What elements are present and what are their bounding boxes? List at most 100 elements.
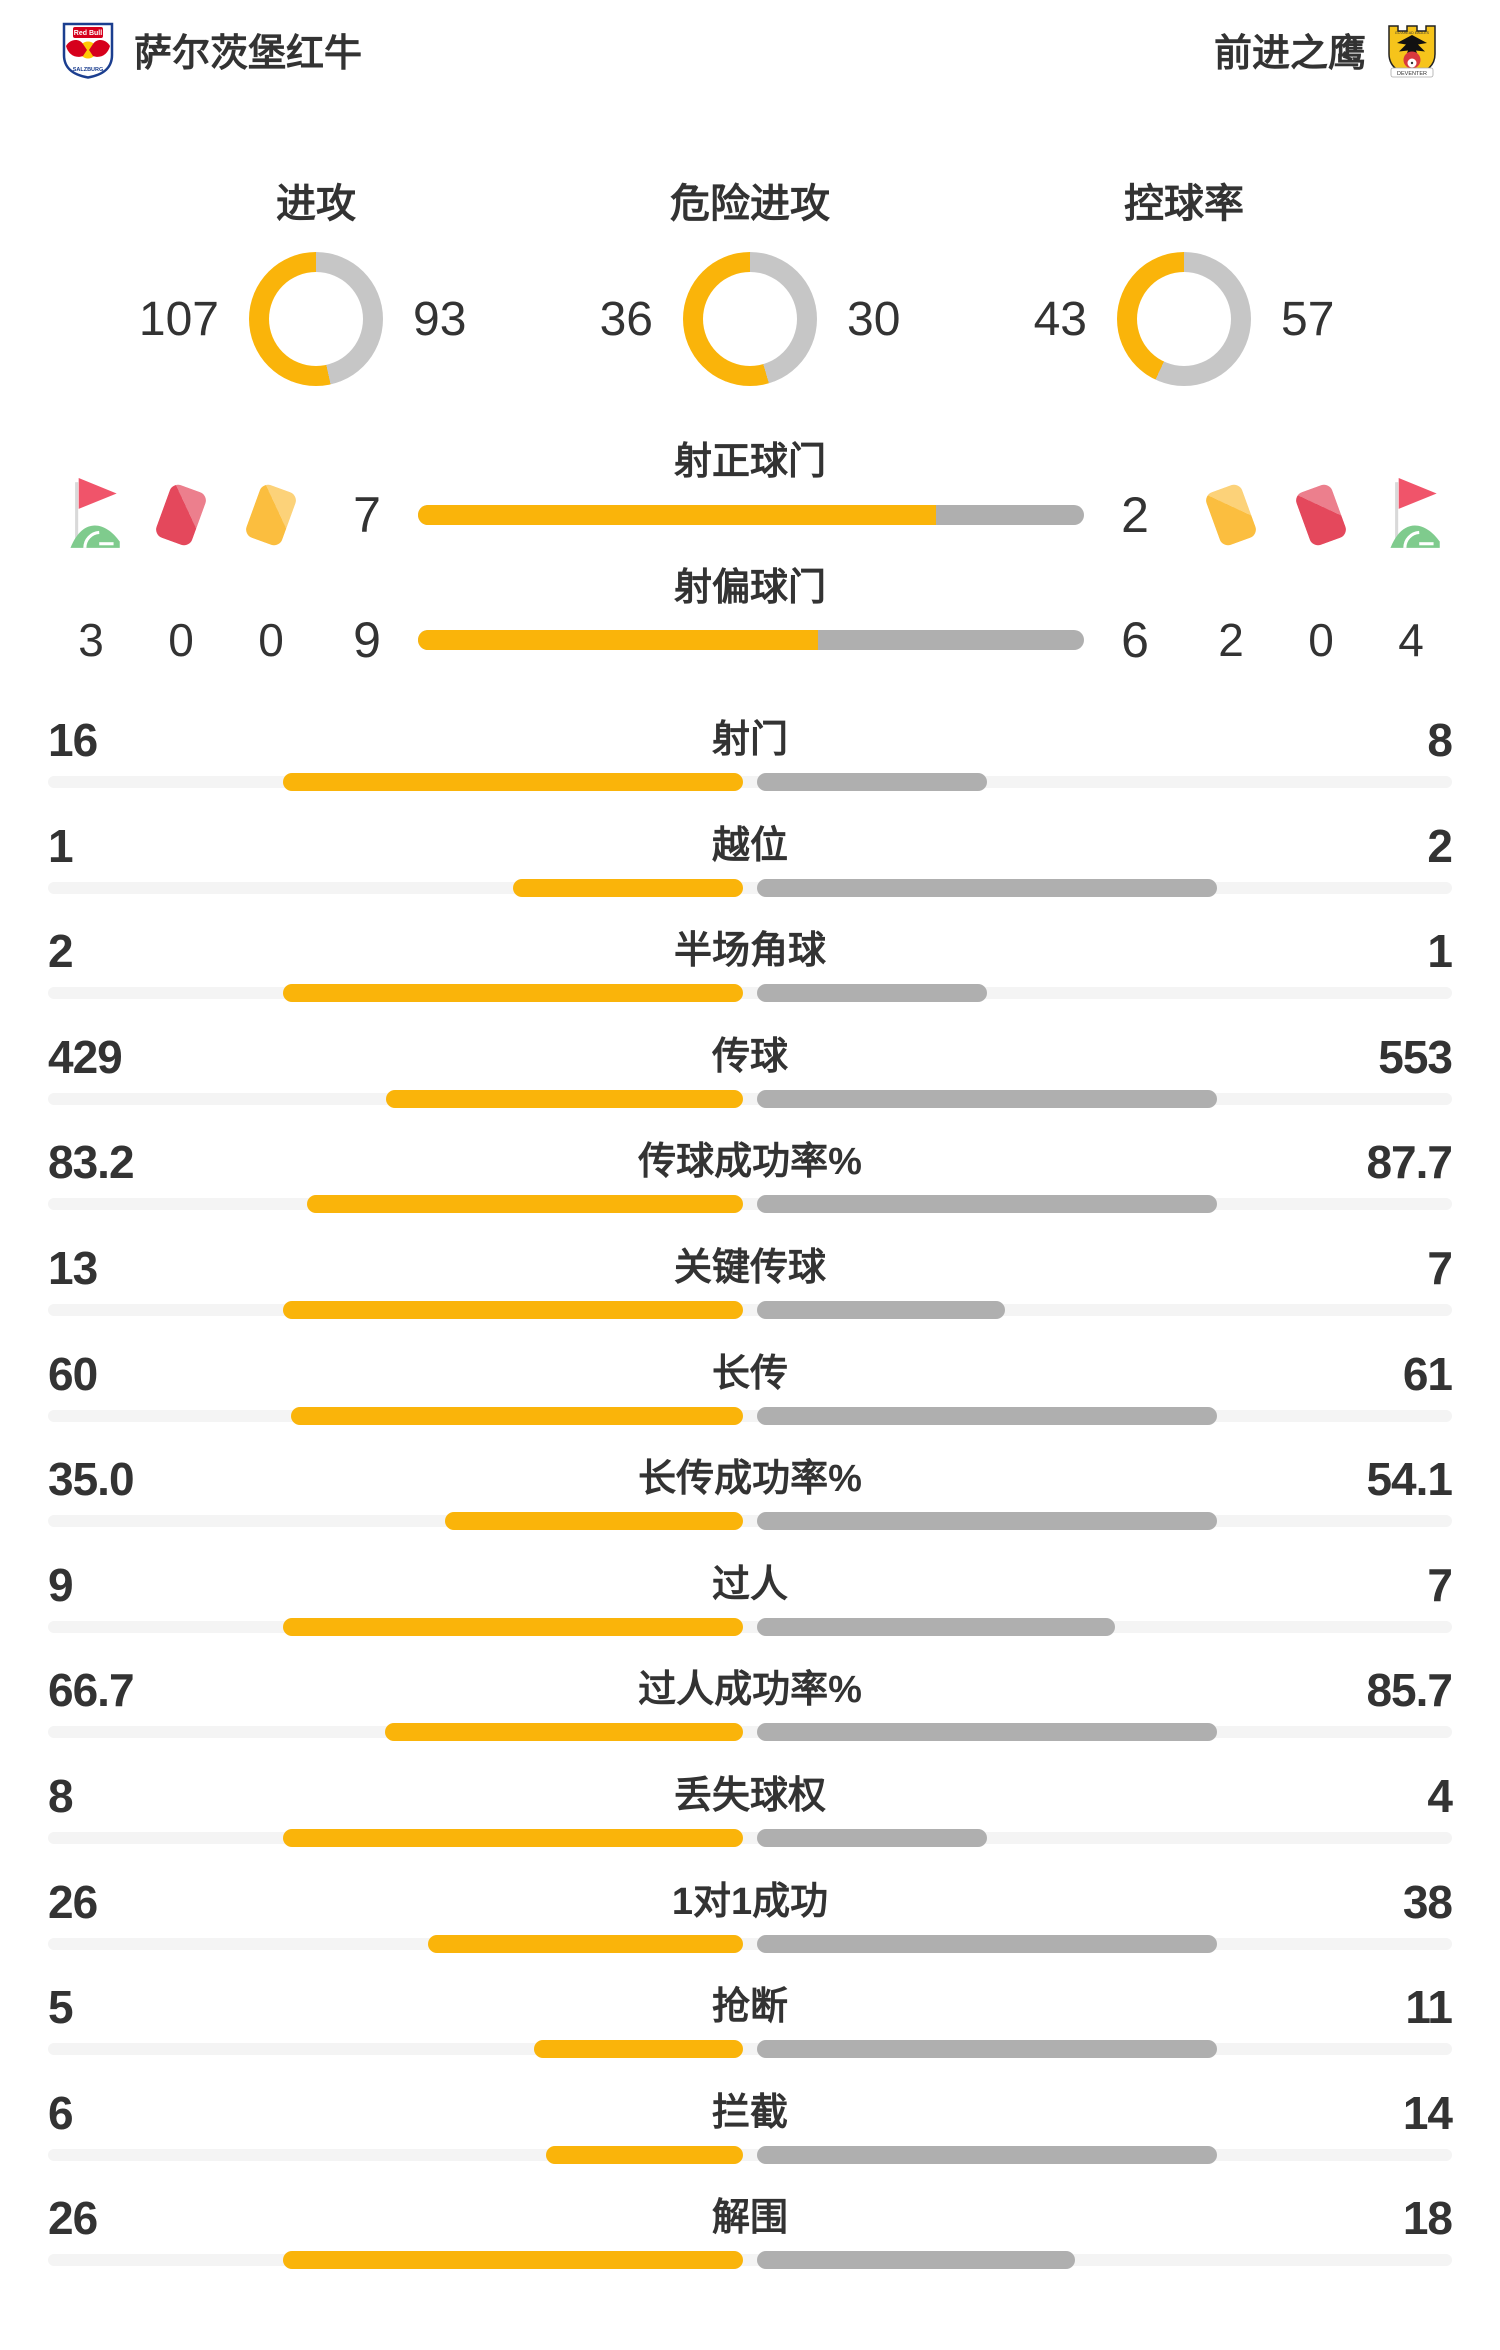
- home-logo-top-text: Red Bull: [74, 30, 102, 37]
- stat-home-bar: [283, 2251, 743, 2270]
- stat-row: 26 解围 18: [0, 2166, 1500, 2272]
- stat-row: 2 半场角球 1: [0, 899, 1500, 1005]
- home-team-logo: Red Bull SALZBURG: [62, 22, 114, 79]
- donut-title: 控球率: [1124, 182, 1244, 226]
- away-team: 前进之鹰 GO AHEAD EAGLES DEVENTER: [1214, 18, 1440, 80]
- away-logo-bottom-text: DEVENTER: [1397, 71, 1427, 77]
- stat-track: [48, 1828, 1452, 1847]
- stat-home-value: 13: [48, 1241, 98, 1294]
- stat-label: 越位: [711, 824, 788, 867]
- stat-track: [48, 878, 1452, 897]
- stat-home-bar: [546, 2145, 743, 2164]
- stat-away-bar: [757, 1934, 1217, 1953]
- stat-away-bar: [757, 878, 1217, 897]
- stat-home-bar: [386, 1089, 743, 1108]
- home-team: Red Bull SALZBURG 萨尔茨堡红牛: [60, 19, 362, 79]
- stat-away-value: 7: [1427, 1558, 1453, 1611]
- donut-title: 危险进攻: [670, 182, 830, 226]
- stat-row: 66.7 过人成功率% 85.7: [0, 1638, 1500, 1744]
- stat-home-bar: [283, 1828, 743, 1847]
- stat-home-bar: [283, 1617, 743, 1636]
- away-red-card-icon: [1293, 482, 1349, 548]
- stat-track: [48, 2040, 1452, 2059]
- stat-away-value: 61: [1402, 1347, 1453, 1400]
- stat-row: 8 丢失球权 4: [0, 1744, 1500, 1850]
- stat-home-value: 66.7: [48, 1664, 135, 1717]
- stat-away-value: 11: [1405, 1981, 1453, 2034]
- shots-off-target-title: 射偏球门: [673, 567, 826, 609]
- stat-track: [48, 1195, 1452, 1214]
- donut-away-value: 30: [847, 292, 901, 346]
- stat-away-value: 1: [1427, 925, 1453, 978]
- stat-label: 拦截: [711, 2091, 788, 2134]
- stat-away-value: 2: [1427, 819, 1453, 872]
- stat-away-bar: [757, 1828, 987, 1847]
- shots-on-target-title: 射正球门: [673, 441, 826, 483]
- stat-home-bar: [513, 878, 743, 897]
- stat-away-bar: [757, 984, 987, 1003]
- away-shots-on-target-value: 2: [1121, 487, 1149, 543]
- donut-home-value: 107: [138, 292, 219, 346]
- stat-home-bar: [534, 2040, 743, 2059]
- stat-home-value: 6: [48, 2086, 74, 2139]
- shots-off-target-row: 3 0 0 9 6 2 0 4: [0, 596, 1500, 684]
- stat-track: [48, 1723, 1452, 1742]
- overview-donuts: 进攻 107 93 危险进攻 36 30 控球率 43 57: [0, 182, 1500, 386]
- stat-label: 过人: [711, 1563, 788, 1606]
- home-logo-bottom-text: SALZBURG: [73, 67, 104, 73]
- home-shots-on-target-value: 7: [353, 487, 381, 543]
- stat-home-value: 35.0: [48, 1453, 135, 1506]
- donut-home-value: 43: [1033, 292, 1087, 346]
- stat-away-bar: [757, 2040, 1217, 2059]
- header: Red Bull SALZBURG 萨尔茨堡红牛 前进之鹰 GO AHEAD E…: [60, 18, 1440, 80]
- away-shots-off-target-value: 6: [1121, 612, 1149, 668]
- stat-home-bar: [283, 984, 743, 1003]
- stat-away-bar: [757, 1406, 1217, 1425]
- stat-row: 5 抢断 11: [0, 1955, 1500, 2061]
- stat-label: 解围: [711, 2197, 788, 2240]
- stat-away-value: 8: [1427, 714, 1453, 766]
- home-yellow-card-icon: [243, 482, 299, 548]
- stat-track: [48, 1617, 1452, 1636]
- stat-away-bar: [757, 1512, 1217, 1531]
- stat-away-value: 553: [1378, 1030, 1453, 1083]
- donut-group: 控球率 43 57: [967, 182, 1401, 386]
- stat-label: 半场角球: [673, 930, 826, 973]
- stat-label: 传球: [711, 1035, 788, 1078]
- stat-away-value: 38: [1402, 1875, 1453, 1928]
- stat-home-bar: [428, 1934, 743, 1953]
- stat-label: 射门: [711, 719, 788, 761]
- home-yellow-cards-count: 0: [258, 614, 284, 666]
- stat-row: 26 1对1成功 38: [0, 1850, 1500, 1956]
- shots-on-target-row: 7 2: [0, 467, 1500, 563]
- home-shots-off-target-value: 9: [353, 612, 381, 668]
- stat-home-value: 26: [48, 2192, 98, 2245]
- home-team-name: 萨尔茨堡红牛: [134, 32, 363, 75]
- stat-home-bar: [385, 1723, 743, 1742]
- stat-track: [48, 984, 1452, 1003]
- away-logo-top-text: GO AHEAD EAGLES: [1395, 31, 1430, 35]
- stat-home-value: 429: [48, 1030, 123, 1083]
- stat-away-value: 54.1: [1366, 1453, 1453, 1506]
- donut-away-value: 93: [413, 292, 467, 346]
- stat-track: [48, 2251, 1452, 2270]
- donut-ring: [1117, 252, 1251, 386]
- stat-away-value: 14: [1402, 2086, 1453, 2139]
- stat-away-value: 7: [1427, 1241, 1453, 1294]
- stat-label: 丢失球权: [673, 1774, 826, 1817]
- away-team-name: 前进之鹰: [1213, 32, 1366, 75]
- stats-list: 16 射门 8 1 越位 2 2 半场角球 1 429 传球 553: [0, 688, 1500, 2272]
- away-corners-count: 4: [1398, 614, 1424, 666]
- stat-away-bar: [757, 1300, 1005, 1319]
- stat-track: [48, 1300, 1452, 1319]
- stat-home-value: 5: [48, 1981, 74, 2034]
- stat-row: 16 射门 8: [0, 688, 1500, 794]
- donut-away-value: 57: [1281, 292, 1335, 346]
- stat-away-bar: [757, 1723, 1217, 1742]
- stat-home-bar: [307, 1195, 743, 1214]
- stat-away-bar: [757, 1617, 1115, 1636]
- away-yellow-card-icon: [1203, 482, 1259, 548]
- home-red-card-icon: [153, 482, 209, 548]
- stat-home-value: 8: [48, 1769, 74, 1822]
- home-corners-count: 3: [78, 614, 104, 666]
